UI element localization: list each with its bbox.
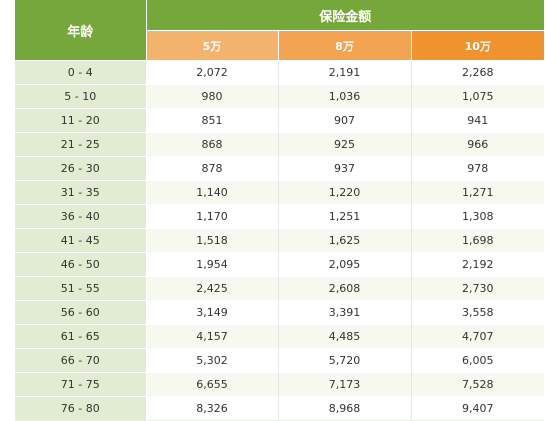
age-range-cell: 56 - 60 <box>15 300 147 325</box>
table-row: 51 - 55 2,425 2,608 2,730 <box>15 276 545 301</box>
table-row: 46 - 50 1,954 2,095 2,192 <box>15 252 545 277</box>
premium-value-cell: 6,655 <box>146 372 279 397</box>
age-range-cell: 71 - 75 <box>15 372 147 397</box>
premium-value-cell: 5,302 <box>146 348 279 373</box>
age-range-cell: 11 - 20 <box>15 108 147 133</box>
age-range-cell: 76 - 80 <box>15 396 147 421</box>
premium-value-cell: 1,140 <box>146 180 279 205</box>
age-range-cell: 41 - 45 <box>15 228 147 253</box>
premium-value-cell: 7,173 <box>278 372 412 397</box>
age-range-cell: 26 - 30 <box>15 156 147 181</box>
age-range-cell: 31 - 35 <box>15 180 147 205</box>
premium-value-cell: 1,698 <box>411 228 545 253</box>
premium-value-cell: 2,192 <box>411 252 545 277</box>
premium-value-cell: 1,251 <box>278 204 412 229</box>
premium-value-cell: 1,271 <box>411 180 545 205</box>
premium-value-cell: 8,968 <box>278 396 412 421</box>
age-range-cell: 5 - 10 <box>15 84 147 109</box>
age-column-header: 年龄 <box>15 0 147 61</box>
premium-value-cell: 937 <box>278 156 412 181</box>
amount-column-5w: 5万 <box>146 30 279 61</box>
table-row: 71 - 75 6,655 7,173 7,528 <box>15 372 545 397</box>
premium-value-cell: 966 <box>411 132 545 157</box>
table-row: 76 - 80 8,326 8,968 9,407 <box>15 396 545 421</box>
premium-value-cell: 941 <box>411 108 545 133</box>
premium-value-cell: 8,326 <box>146 396 279 421</box>
premium-table-body: 0 - 4 2,072 2,191 2,268 5 - 10 980 1,036 1,075 1… <box>15 60 545 421</box>
premium-value-cell: 1,036 <box>278 84 412 109</box>
premium-value-cell: 851 <box>146 108 279 133</box>
table-row: 66 - 70 5,302 5,720 6,005 <box>15 348 545 373</box>
premium-table-container: 年龄 保险金额 5万 8万 10万 0 - 4 2,072 2,191 2,268 5 … <box>15 0 545 421</box>
premium-value-cell: 907 <box>278 108 412 133</box>
premium-table: 年龄 保险金额 5万 8万 10万 0 - 4 2,072 2,191 2,268 5 … <box>15 0 545 421</box>
premium-value-cell: 2,191 <box>278 60 412 85</box>
amount-column-10w: 10万 <box>411 30 545 61</box>
premium-value-cell: 4,157 <box>146 324 279 349</box>
age-range-cell: 21 - 25 <box>15 132 147 157</box>
premium-value-cell: 4,707 <box>411 324 545 349</box>
table-row: 61 - 65 4,157 4,485 4,707 <box>15 324 545 349</box>
table-row: 36 - 40 1,170 1,251 1,308 <box>15 204 545 229</box>
table-row: 31 - 35 1,140 1,220 1,271 <box>15 180 545 205</box>
table-row: 5 - 10 980 1,036 1,075 <box>15 84 545 109</box>
amount-column-8w: 8万 <box>278 30 412 61</box>
age-range-cell: 0 - 4 <box>15 60 147 85</box>
premium-value-cell: 3,558 <box>411 300 545 325</box>
premium-value-cell: 4,485 <box>278 324 412 349</box>
header-row-top: 年龄 保险金额 <box>15 0 545 61</box>
premium-value-cell: 1,220 <box>278 180 412 205</box>
premium-value-cell: 878 <box>146 156 279 181</box>
premium-value-cell: 1,170 <box>146 204 279 229</box>
premium-value-cell: 7,528 <box>411 372 545 397</box>
premium-value-cell: 1,518 <box>146 228 279 253</box>
premium-value-cell: 3,391 <box>278 300 412 325</box>
premium-value-cell: 1,075 <box>411 84 545 109</box>
table-row: 11 - 20 851 907 941 <box>15 108 545 133</box>
table-row: 26 - 30 878 937 978 <box>15 156 545 181</box>
premium-value-cell: 6,005 <box>411 348 545 373</box>
premium-value-cell: 1,308 <box>411 204 545 229</box>
premium-value-cell: 980 <box>146 84 279 109</box>
premium-value-cell: 2,730 <box>411 276 545 301</box>
table-row: 56 - 60 3,149 3,391 3,558 <box>15 300 545 325</box>
premium-value-cell: 3,149 <box>146 300 279 325</box>
premium-value-cell: 2,425 <box>146 276 279 301</box>
age-range-cell: 51 - 55 <box>15 276 147 301</box>
age-range-cell: 36 - 40 <box>15 204 147 229</box>
table-row: 41 - 45 1,518 1,625 1,698 <box>15 228 545 253</box>
age-range-cell: 66 - 70 <box>15 348 147 373</box>
premium-value-cell: 1,954 <box>146 252 279 277</box>
insured-amount-header: 保险金额 <box>146 0 545 31</box>
premium-value-cell: 5,720 <box>278 348 412 373</box>
table-row: 0 - 4 2,072 2,191 2,268 <box>15 60 545 85</box>
age-range-cell: 61 - 65 <box>15 324 147 349</box>
premium-value-cell: 925 <box>278 132 412 157</box>
premium-value-cell: 978 <box>411 156 545 181</box>
premium-value-cell: 1,625 <box>278 228 412 253</box>
premium-value-cell: 2,072 <box>146 60 279 85</box>
premium-value-cell: 2,608 <box>278 276 412 301</box>
age-range-cell: 46 - 50 <box>15 252 147 277</box>
premium-value-cell: 868 <box>146 132 279 157</box>
premium-value-cell: 2,268 <box>411 60 545 85</box>
table-row: 21 - 25 868 925 966 <box>15 132 545 157</box>
header-row-sub: 5万 8万 10万 <box>15 30 545 61</box>
premium-value-cell: 2,095 <box>278 252 412 277</box>
premium-value-cell: 9,407 <box>411 396 545 421</box>
